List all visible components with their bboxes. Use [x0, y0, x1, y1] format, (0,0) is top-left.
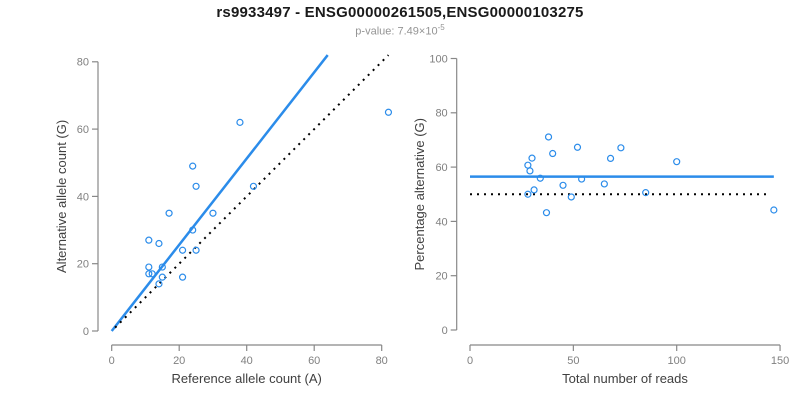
- data-point: [178, 246, 187, 254]
- x-tick-label: 0: [467, 355, 473, 367]
- y-tick-label: 20: [435, 271, 447, 283]
- data-point: [606, 154, 615, 163]
- data-point: [249, 182, 258, 190]
- data-point: [578, 175, 586, 183]
- y-tick-label: 60: [435, 162, 447, 174]
- data-point: [209, 209, 217, 217]
- percentage-reads-panel: 0 20 40 60 80 100 0 50 100 150 Total number of rea…: [412, 53, 789, 386]
- data-point: [165, 209, 173, 217]
- data-point: [549, 149, 557, 158]
- x-tick-label: 20: [173, 355, 185, 367]
- data-point: [384, 108, 393, 116]
- y-tick-label: 20: [77, 259, 89, 271]
- data-point: [524, 190, 532, 198]
- identity-line: [114, 54, 390, 329]
- data-point: [145, 270, 153, 278]
- y-axis-title: Alternative allele count (G): [54, 120, 69, 273]
- y-tick-label: 0: [442, 325, 448, 337]
- data-point: [236, 118, 244, 126]
- y-tick-label: 100: [429, 53, 447, 65]
- y-tick-label: 80: [435, 108, 447, 120]
- data-point: [600, 180, 608, 188]
- data-point: [178, 273, 187, 281]
- x-tick-label: 80: [376, 355, 388, 367]
- data-point: [770, 206, 778, 214]
- figure-title: rs9933497 - ENSG00000261505,ENSG00000103…: [216, 4, 584, 21]
- data-point: [192, 246, 200, 254]
- x-tick-label: 100: [668, 355, 686, 367]
- allele-counts-panel: 0 20 40 60 80 0 20 40 60 80 Reference allele count…: [54, 54, 393, 386]
- x-tick-label: 150: [771, 355, 789, 367]
- x-tick-label: 0: [109, 355, 115, 367]
- data-point: [155, 280, 163, 288]
- y-tick-label: 0: [83, 326, 89, 338]
- data-point: [145, 236, 153, 244]
- y-tick-label: 40: [435, 216, 447, 228]
- data-point: [524, 161, 532, 169]
- data-point: [530, 186, 538, 194]
- data-point: [567, 193, 575, 201]
- x-axis-title: Reference allele count (A): [172, 371, 322, 386]
- pvalue-exponent: -5: [437, 23, 445, 32]
- data-point: [673, 158, 681, 166]
- data-point: [528, 154, 536, 162]
- y-tick-label: 80: [77, 57, 89, 69]
- data-point: [536, 174, 544, 182]
- data-point: [573, 143, 582, 151]
- data-point: [526, 167, 534, 175]
- y-tick-label: 40: [77, 191, 89, 203]
- data-point: [158, 263, 166, 271]
- data-point: [192, 182, 200, 190]
- pvalue-text: p-value: 7.49×10: [355, 25, 438, 38]
- data-point: [542, 209, 551, 217]
- x-tick-label: 40: [241, 355, 253, 367]
- y-tick-label: 60: [77, 124, 89, 136]
- y-axis-title: Percentage alternative (G): [412, 118, 427, 270]
- data-point: [148, 270, 156, 278]
- data-point: [559, 181, 567, 189]
- data-point: [189, 162, 197, 170]
- regression-line: [110, 54, 329, 332]
- pvalue-subtitle: p-value: 7.49×10-5: [0, 23, 800, 38]
- data-point: [642, 189, 650, 197]
- x-axis-title: Total number of reads: [562, 371, 688, 386]
- x-tick-label: 50: [567, 355, 579, 367]
- data-point: [145, 263, 153, 271]
- data-point: [617, 144, 625, 152]
- x-tick-label: 60: [308, 355, 320, 367]
- data-point: [189, 226, 197, 234]
- data-point: [544, 133, 553, 141]
- data-point: [155, 239, 163, 248]
- data-point: [158, 273, 166, 281]
